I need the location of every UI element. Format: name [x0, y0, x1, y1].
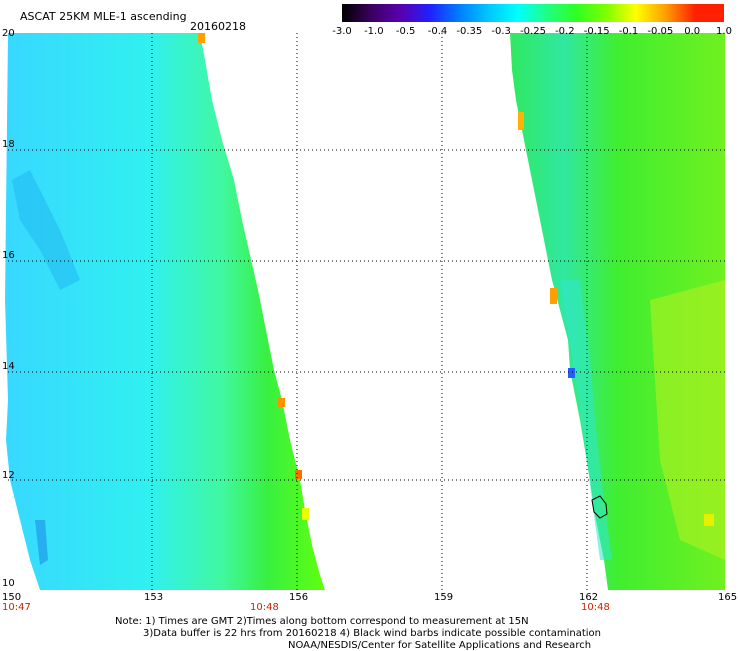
yellow-pixel: [302, 508, 309, 520]
contamination-outline: [591, 495, 608, 519]
map-date: 20160218: [190, 20, 246, 33]
colorbar-label: -0.15: [583, 26, 610, 37]
colorbar-label: -0.2: [555, 26, 575, 37]
colorbar: [342, 4, 725, 22]
colorbar-segment: [488, 4, 519, 22]
colorbar-label: -0.4: [427, 26, 448, 37]
colorbar-label: -0.35: [456, 26, 483, 37]
right-swath-cyan-band: [560, 280, 612, 560]
lon-tick-156: 156: [289, 592, 309, 603]
lon-tick-162: 162: [579, 592, 599, 603]
colorbar-label: 0.0: [684, 26, 701, 37]
lat-tick-18: 18: [2, 139, 15, 150]
left-swath: [5, 33, 325, 590]
colorbar-segment: [577, 4, 607, 22]
colorbar-segment: [635, 4, 666, 22]
colorbar-segment: [459, 4, 489, 22]
lat-tick-20: 20: [2, 28, 15, 39]
lat-lon-grid: [8, 33, 725, 590]
time-label-mid: 10:48: [250, 602, 279, 613]
colorbar-segment: [400, 4, 431, 22]
orange-pixel: [295, 470, 302, 479]
note-line-3: NOAA/NESDIS/Center for Satellite Applica…: [288, 640, 592, 651]
note-line-1: Note: 1) Times are GMT 2)Times along bot…: [115, 616, 529, 627]
colorbar-label: -0.05: [647, 26, 674, 37]
yellow-pixel: [704, 514, 714, 526]
orange-pixel: [278, 398, 285, 407]
colorbar-segment: [518, 4, 548, 22]
colorbar-label: 1.0: [716, 26, 732, 37]
map-title: ASCAT 25KM MLE-1 ascending: [20, 10, 187, 23]
lat-tick-12: 12: [2, 470, 15, 481]
colorbar-segment: [547, 4, 578, 22]
lat-tick-16: 16: [2, 250, 15, 261]
time-label-right: 10:48: [581, 602, 610, 613]
colorbar-label: -0.25: [520, 26, 546, 37]
colorbar-segment: [430, 4, 460, 22]
colorbar-segment: [606, 4, 636, 22]
colorbar-label: -0.1: [618, 26, 639, 37]
lon-tick-165: 165: [718, 592, 738, 603]
colorbar-segment: [371, 4, 401, 22]
colorbar-label: -3.0: [332, 26, 352, 37]
lon-tick-159: 159: [434, 592, 454, 603]
colorbar-label: -0.5: [395, 26, 416, 37]
time-label-left: 10:47: [2, 602, 31, 613]
note-line-2: 3)Data buffer is 22 hrs from 20160218 4)…: [143, 628, 601, 639]
lat-tick-14: 14: [2, 361, 15, 372]
lat-tick-10: 10: [2, 578, 15, 589]
orange-pixel: [198, 33, 205, 43]
colorbar-label: -0.3: [491, 26, 511, 37]
left-swath-lower-blue: [35, 520, 48, 565]
right-swath-yellow-zone: [650, 280, 725, 560]
lon-tick-150: 150: [2, 592, 22, 603]
orange-pixel: [550, 288, 557, 304]
colorbar-segment: [694, 4, 725, 22]
left-swath-deep-cyan: [12, 170, 80, 290]
lon-tick-153: 153: [144, 592, 164, 603]
colorbar-segment: [665, 4, 695, 22]
blue-pixel: [568, 368, 575, 378]
colorbar-label: -1.0: [364, 26, 384, 37]
colorbar-segment: [342, 4, 372, 22]
orange-pixel: [518, 112, 524, 130]
